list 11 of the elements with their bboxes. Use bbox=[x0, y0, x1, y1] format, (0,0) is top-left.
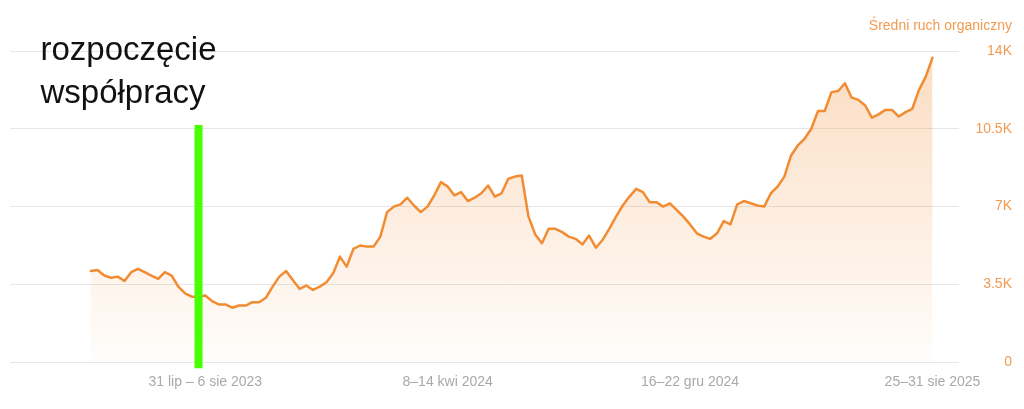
y-tick-label: 14K bbox=[987, 41, 1013, 58]
y-tick-label: 3.5K bbox=[983, 275, 1013, 292]
x-tick-label: 16–22 gru 2024 bbox=[641, 373, 740, 390]
y-tick-label: 10.5K bbox=[975, 119, 1013, 136]
y-tick-label: 7K bbox=[994, 197, 1013, 214]
x-tick-label: 8–14 kwi 2024 bbox=[402, 373, 494, 390]
y-tick-label: 0 bbox=[1004, 353, 1013, 370]
ref-line-label: rozpoczęcie współpracy bbox=[39, 30, 217, 110]
x-tick-label: 31 lip – 6 sie 2023 bbox=[148, 373, 263, 390]
x-tick-label: 25–31 sie 2025 bbox=[884, 373, 981, 390]
y-axis-title: Średni ruch organiczny bbox=[868, 15, 1012, 33]
